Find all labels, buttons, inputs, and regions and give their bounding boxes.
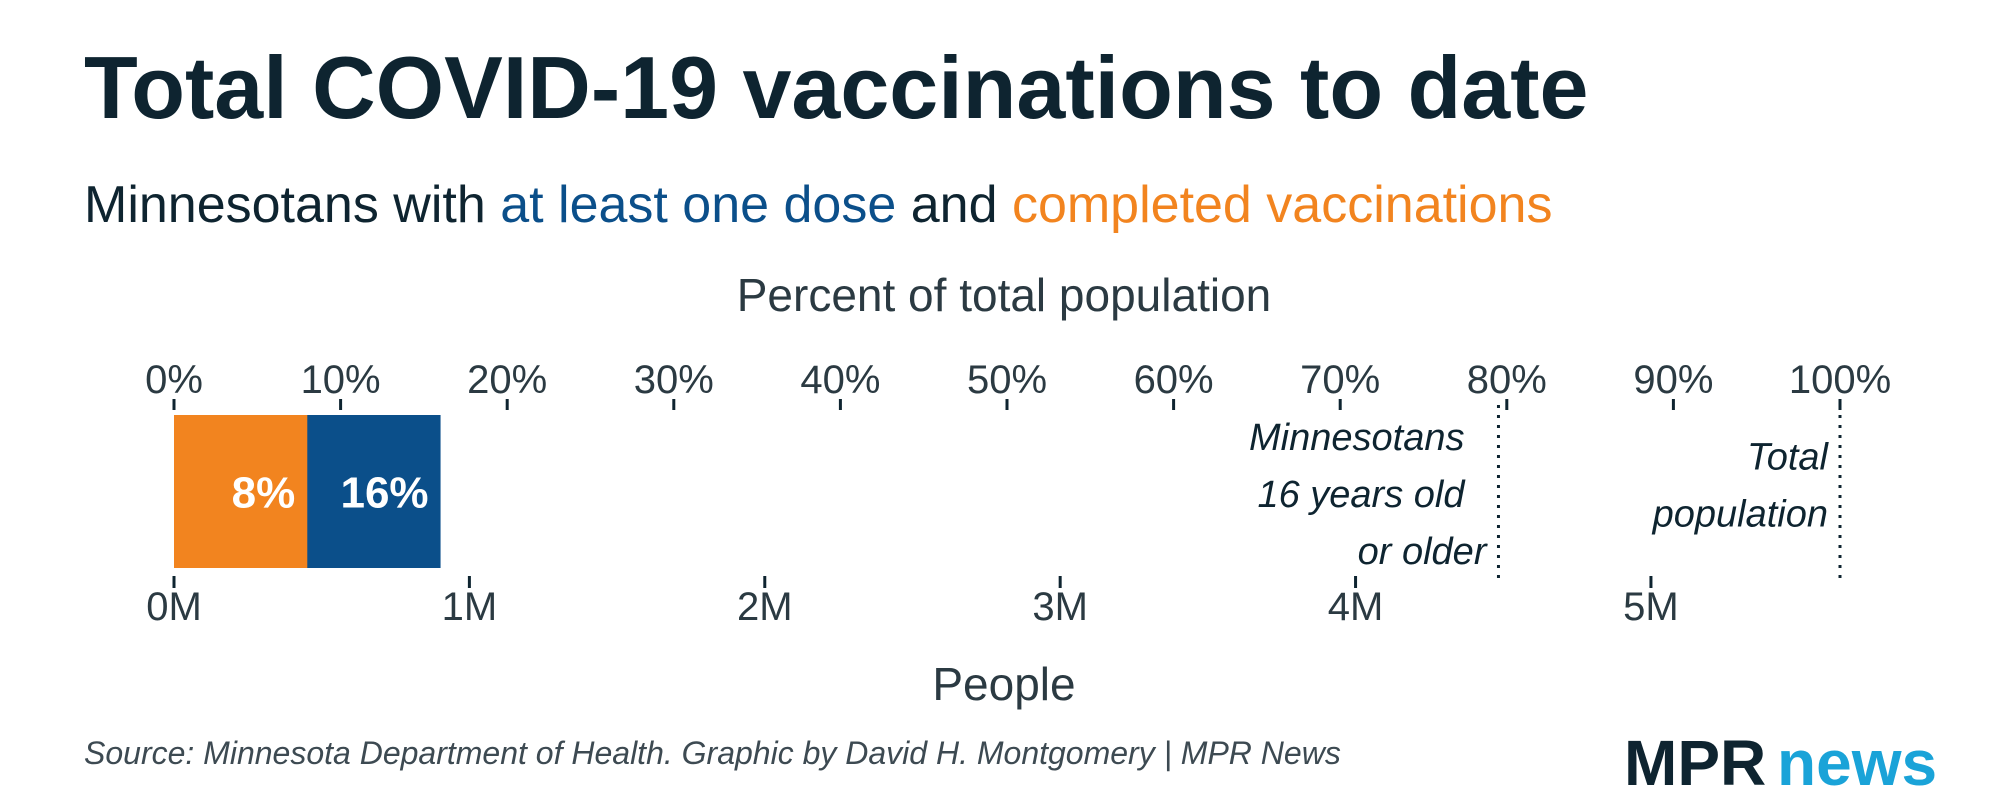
subtitle-prefix: Minnesotans with xyxy=(84,176,500,234)
subtitle-series-two: completed vaccinations xyxy=(1012,176,1553,234)
top-tick-label: 70% xyxy=(1300,358,1380,402)
top-tick-label: 40% xyxy=(800,358,880,402)
bar-label-completed: 8% xyxy=(232,469,296,518)
top-tick-label: 30% xyxy=(634,358,714,402)
top-tick-label: 10% xyxy=(301,358,381,402)
subtitle-series-one: at least one dose xyxy=(500,176,896,234)
top-tick-label: 80% xyxy=(1467,358,1547,402)
bottom-tick-label: 5M xyxy=(1623,585,1679,629)
mpr-news-logo: MPR news xyxy=(1624,727,1937,799)
chart-title: Total COVID-19 vaccinations to date xyxy=(84,38,1588,137)
top-tick-label: 20% xyxy=(467,358,547,402)
reference-line-note: 16 years old xyxy=(1257,474,1466,516)
top-tick-label: 60% xyxy=(1134,358,1214,402)
bottom-tick-label: 2M xyxy=(737,585,793,629)
bars: 16% 8% xyxy=(174,415,441,568)
reference-lines: Minnesotans 16 years old or older Total popu… xyxy=(1249,405,1842,578)
bottom-axis-title: People xyxy=(932,658,1075,710)
chart-subtitle: Minnesotans with at least one dose and c… xyxy=(84,176,1552,234)
reference-line-note: or older xyxy=(1358,531,1488,573)
source-note: Source: Minnesota Department of Health. … xyxy=(84,735,1341,771)
top-axis-title: Percent of total population xyxy=(737,269,1271,321)
top-tick-label: 0% xyxy=(145,358,203,402)
reference-line-note: Total xyxy=(1747,437,1830,479)
bottom-tick-label: 4M xyxy=(1328,585,1384,629)
bottom-tick-label: 0M xyxy=(146,585,202,629)
bottom-tick-label: 3M xyxy=(1032,585,1088,629)
logo-mpr: MPR xyxy=(1624,727,1766,799)
top-axis: 0% 10% 20% 30% 40% 50% 60% 70% 80% 90% 100% xyxy=(145,358,1891,410)
logo-news: news xyxy=(1777,727,1937,799)
bottom-axis: 0M 1M 2M 3M 4M 5M xyxy=(146,576,1679,629)
reference-line-note: population xyxy=(1652,494,1828,536)
top-tick-label: 90% xyxy=(1633,358,1713,402)
top-tick-label: 50% xyxy=(967,358,1047,402)
bottom-tick-label: 1M xyxy=(442,585,498,629)
top-tick-label: 100% xyxy=(1789,358,1891,402)
subtitle-joiner: and xyxy=(896,176,1012,234)
bar-completed xyxy=(174,415,308,568)
reference-line-note: Minnesotans xyxy=(1249,417,1464,459)
bar-label-at-least-one-dose: 16% xyxy=(340,469,428,518)
